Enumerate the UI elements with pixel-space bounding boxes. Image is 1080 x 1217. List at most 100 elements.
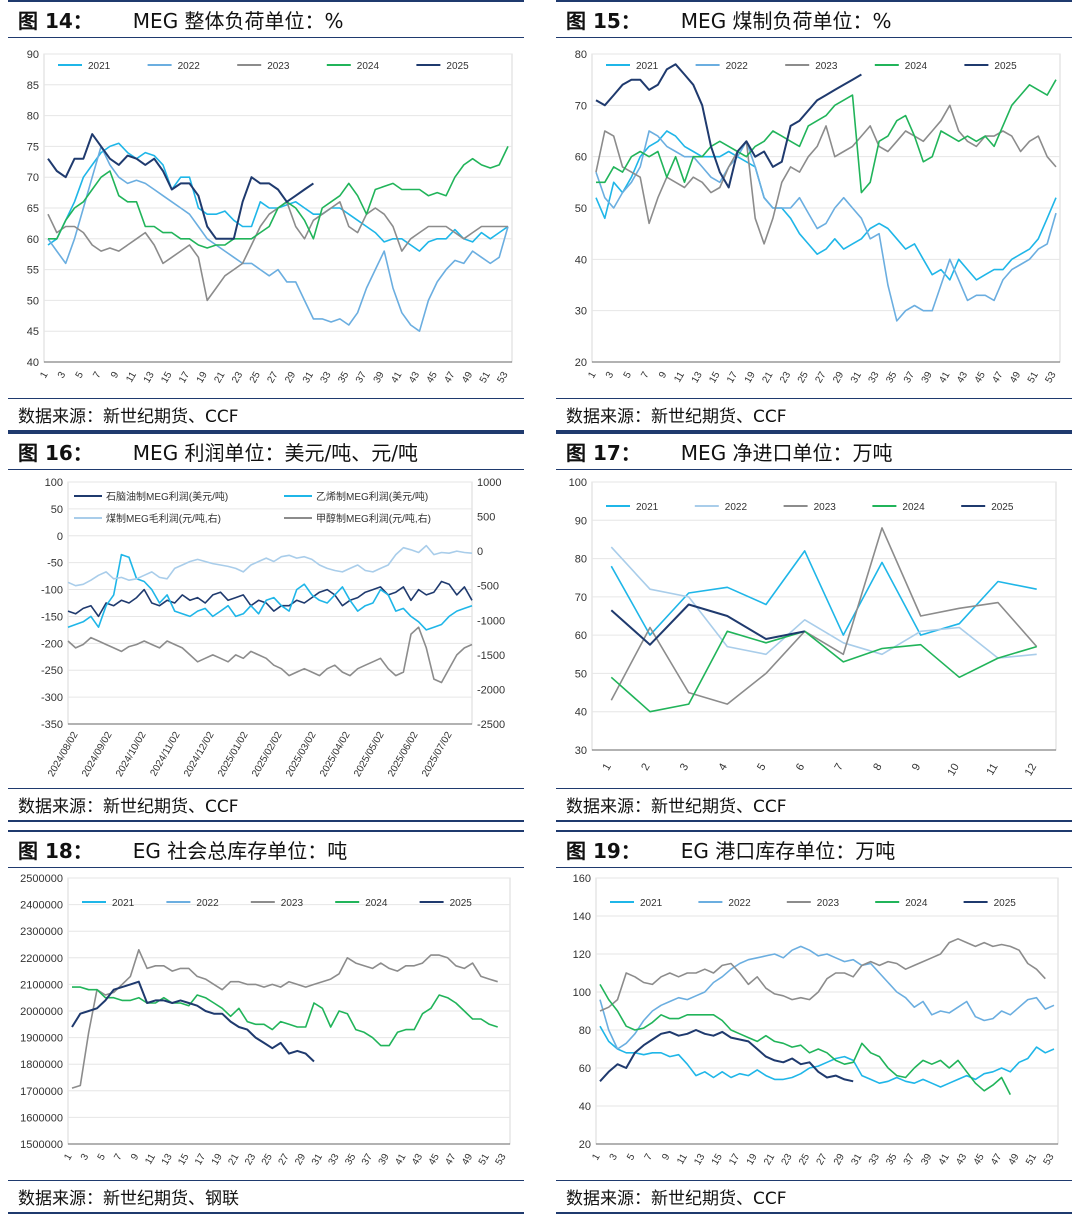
x-tick-label: 21: [760, 370, 775, 386]
line-chart: 1500000 1600000 1700000 1800000 1900000 20000…: [20, 873, 511, 1168]
x-tick-label: 33: [867, 1152, 882, 1168]
x-tick-label: 51: [1024, 1152, 1039, 1168]
y-tick-label: 20: [575, 357, 587, 369]
x-tick-label: 2025/01/02: [216, 730, 251, 779]
y-tick-label: -100: [41, 585, 63, 597]
x-tick-label: 29: [831, 370, 846, 386]
y-tick-label: -350: [41, 719, 63, 731]
x-tick-label: 49: [1007, 1152, 1022, 1168]
panel-fig19: 图 19： EG 港口库存单位：万吨 20 40 60 80 100 120 140 160 1 3…: [556, 830, 1072, 1214]
x-tick-label: 19: [210, 1152, 225, 1168]
series-line-2025: [595, 63, 862, 189]
x-tick-label: 19: [195, 370, 210, 386]
y-tick-label: 100: [569, 477, 587, 489]
chart-title: 图 17： MEG 净进口单位：万吨: [556, 432, 1072, 470]
y-tick-label: 120: [573, 949, 591, 961]
x-tick-label: 7: [91, 370, 104, 381]
series-line-2023: [610, 527, 1038, 705]
x-tick-label: 7: [112, 1152, 125, 1163]
x-tick-label: 5: [96, 1152, 109, 1163]
y-tick-label: 80: [575, 554, 587, 566]
x-tick-label: 13: [142, 370, 157, 386]
legend-label: 2024: [905, 61, 928, 72]
legend-label: 2021: [636, 61, 659, 72]
y-tick-label: 40: [575, 254, 587, 266]
x-tick-label: 11: [143, 1152, 158, 1167]
legend-label: 甲醇制MEG利润(元/吨,右): [316, 512, 431, 525]
y-tick-label: 85: [27, 80, 39, 92]
x-tick-label: 49: [460, 1152, 475, 1168]
title-text: MEG 煤制负荷单位：%: [680, 9, 892, 33]
y2-tick-label: 1000: [477, 477, 501, 489]
x-tick-label: 17: [727, 1152, 742, 1168]
x-tick-label: 27: [277, 1152, 292, 1168]
series-line-2021: [595, 130, 1057, 281]
y2-tick-label: -2000: [477, 684, 505, 696]
x-tick-label: 27: [814, 370, 829, 386]
series-line-2023: [595, 104, 1057, 245]
y-tick-label: 60: [579, 1063, 591, 1075]
x-tick-label: 21: [212, 370, 227, 386]
y-tick-label: -200: [41, 638, 63, 650]
x-tick-label: 17: [177, 370, 192, 386]
x-tick-label: 15: [710, 1152, 725, 1168]
series-line-MEG: [67, 580, 473, 618]
y-tick-label: 65: [27, 203, 39, 215]
legend-label: 2022: [725, 502, 748, 513]
figure-number: 图 18：: [18, 839, 93, 863]
series-line-2025: [599, 1029, 854, 1083]
y-tick-label: -150: [41, 611, 63, 623]
legend-label: 2021: [88, 61, 111, 72]
chart-area: 1500000 1600000 1700000 1800000 1900000 20000…: [8, 868, 524, 1180]
x-tick-label: 33: [319, 370, 334, 386]
y-tick-label: 2200000: [20, 953, 63, 965]
y-tick-label: -300: [41, 692, 63, 704]
x-tick-label: 5: [625, 1152, 638, 1163]
x-tick-label: 21: [226, 1152, 241, 1168]
x-tick-label: 43: [955, 370, 970, 386]
plot-frame: [67, 481, 473, 725]
x-tick-label: 3: [79, 1152, 92, 1163]
y-tick-label: 1900000: [20, 1033, 63, 1045]
x-tick-label: 9: [657, 370, 670, 381]
x-tick-label: 2025/03/02: [284, 730, 319, 779]
panel-fig17: 图 17： MEG 净进口单位：万吨 30 40 50 60 70 80 90 100 1 2 3 4 5…: [556, 432, 1072, 824]
x-tick-label: 53: [496, 370, 511, 386]
figure-number: 图 15：: [566, 9, 641, 33]
x-tick-label: 13: [692, 1152, 707, 1168]
legend-label: 2023: [814, 502, 837, 513]
series-line-2021: [610, 550, 1037, 636]
series-line-2024: [596, 79, 1057, 194]
x-tick-label: 53: [1044, 370, 1059, 386]
x-tick-label: 9: [109, 370, 122, 381]
legend-label: 2025: [994, 61, 1017, 72]
source-note: 数据来源：新世纪期货、CCF: [8, 788, 524, 822]
y-tick-label: 2000000: [20, 1006, 63, 1018]
panel-fig14: 图 14： MEG 整体负荷单位：% 40 45 50 55 60 65 70 75 80 85 90…: [8, 0, 524, 434]
x-tick-label: 37: [902, 1152, 917, 1168]
x-tick-label: 51: [478, 370, 493, 386]
x-tick-label: 39: [372, 370, 387, 386]
y-tick-label: 80: [579, 1025, 591, 1037]
x-tick-label: 37: [902, 370, 917, 386]
figure-number: 图 16：: [18, 441, 93, 465]
chart-area: 20 30 40 50 60 70 80 1 3 5 7 9 11 13 15 17 19 21 23 25 27 29 3…: [556, 38, 1072, 396]
y-tick-label: 75: [27, 141, 39, 153]
legend-label: 2021: [112, 898, 135, 909]
y2-tick-label: -2500: [477, 719, 505, 731]
x-tick-label: 2024/12/02: [182, 730, 217, 779]
x-tick-label: 49: [460, 370, 475, 386]
x-tick-label: 7: [639, 370, 652, 381]
x-tick-label: 27: [815, 1152, 830, 1168]
x-tick-label: 2025/05/02: [352, 730, 387, 779]
y-tick-label: 45: [27, 326, 39, 338]
series-line-2023: [71, 949, 498, 1089]
figure-number: 图 14：: [18, 9, 93, 33]
x-tick-label: 31: [849, 370, 864, 386]
series-line-2024: [610, 630, 1037, 713]
x-tick-label: 45: [972, 1152, 987, 1168]
x-tick-label: 29: [283, 370, 298, 386]
x-tick-label: 1: [38, 370, 51, 381]
x-tick-label: 13: [160, 1152, 175, 1168]
